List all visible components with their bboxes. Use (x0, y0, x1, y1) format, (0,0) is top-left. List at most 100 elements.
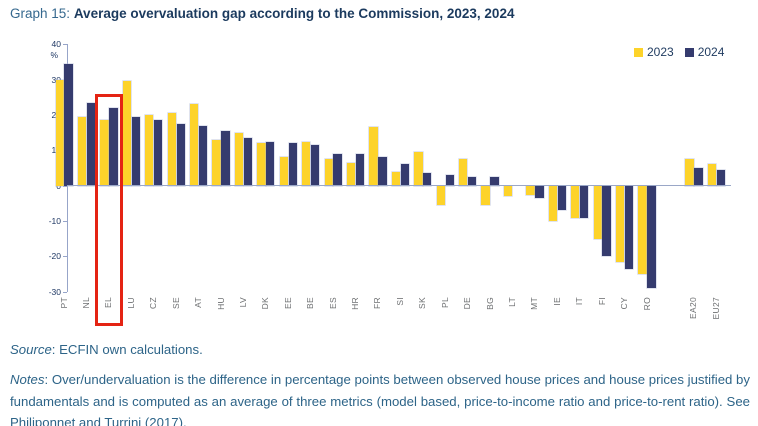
legend-item-2023: 2023 (634, 45, 674, 59)
bar-EA20-2024 (694, 168, 703, 186)
bar-IT-2024 (580, 185, 589, 218)
x-label-DK: DK (260, 297, 271, 310)
notes-line: Notes: Over/undervaluation is the differ… (10, 369, 750, 426)
bar-BG-2024 (490, 176, 499, 186)
x-label-RO: RO (641, 297, 652, 311)
bar-IT-2023 (571, 185, 580, 218)
x-label-LT: LT (507, 297, 517, 307)
source-text: : ECFIN own calculations. (51, 342, 203, 357)
bar-FR-2024 (378, 157, 387, 186)
chart-title: Graph 15: Average overvaluation gap acco… (10, 6, 514, 21)
bar-DK-2023 (257, 143, 266, 186)
x-label-LV: LV (237, 297, 248, 308)
bar-SI-2023 (391, 171, 401, 186)
source-label: Source (10, 342, 52, 357)
bar-AT-2023 (190, 104, 199, 186)
bar-BG-2023 (481, 185, 490, 206)
y-tick-label-40: 40 (51, 39, 61, 50)
x-label-DE: DE (462, 297, 473, 310)
bar-SK-2023 (414, 152, 423, 186)
bar-PT-2024 (64, 63, 73, 186)
y-tickmark--20 (62, 256, 67, 258)
bar-PT-2023 (55, 79, 64, 186)
bar-SI-2024 (400, 164, 409, 186)
bar-IE-2023 (548, 185, 558, 222)
bar-AT-2024 (198, 125, 208, 186)
bar-PL-2024 (445, 175, 454, 186)
bar-HR-2023 (346, 162, 356, 186)
bar-NL-2024 (86, 102, 96, 186)
legend-label-2023: 2023 (647, 45, 674, 59)
bar-SE-2023 (167, 113, 176, 186)
x-label-PL: PL (439, 297, 450, 308)
chart-title-prefix: Graph 15: (10, 6, 71, 21)
y-tickmark-40 (62, 44, 67, 46)
x-label-IE: IE (551, 297, 562, 306)
x-label-HU: HU (215, 297, 226, 310)
legend-swatch-2024 (684, 47, 694, 57)
bar-EE-2023 (279, 157, 288, 186)
bar-EE-2024 (288, 143, 297, 186)
bar-NL-2023 (77, 116, 87, 186)
bar-EL-2023 (100, 120, 109, 186)
bar-LV-2023 (234, 132, 244, 186)
x-label-HR: HR (350, 297, 361, 310)
bar-ES-2024 (333, 153, 342, 186)
bar-FI-2023 (593, 185, 602, 239)
bar-DE-2024 (467, 176, 477, 186)
bar-LU-2024 (131, 116, 140, 186)
x-label-IT: IT (574, 297, 585, 306)
bar-EU27-2024 (716, 169, 725, 186)
y-tickmark--10 (62, 221, 67, 223)
x-label-EA20: EA20 (688, 297, 699, 319)
y-axis-unit-label: % (50, 50, 58, 60)
bar-LT-2023 (503, 185, 513, 197)
bar-LV-2024 (243, 137, 253, 186)
legend-swatch-2023 (634, 47, 643, 57)
chart-title-text: Average overvaluation gap according to t… (73, 6, 515, 21)
x-label-SK: SK (417, 297, 428, 309)
bar-ES-2023 (324, 159, 333, 186)
bar-DK-2024 (266, 141, 275, 186)
bar-CZ-2024 (154, 120, 163, 186)
x-label-MT: MT (529, 297, 540, 310)
bar-EU27-2023 (707, 164, 717, 186)
bar-EA20-2023 (685, 159, 694, 186)
x-label-EU27: EU27 (710, 297, 721, 320)
source-line: Source: ECFIN own calculations. (10, 342, 203, 357)
x-label-ES: ES (327, 297, 338, 309)
legend-label-2024: 2024 (697, 45, 725, 59)
x-label-CY: CY (619, 297, 630, 310)
x-label-EE: EE (282, 297, 293, 309)
bar-CY-2023 (616, 185, 625, 262)
y-tick-label-0: 0 (56, 180, 61, 191)
bar-PL-2023 (436, 185, 445, 206)
bar-CZ-2023 (145, 115, 154, 186)
bar-RO-2024 (647, 185, 656, 289)
bar-FR-2023 (369, 127, 378, 186)
x-label-FI: FI (596, 297, 607, 306)
bar-IE-2024 (557, 185, 566, 211)
highlight-box-EL (94, 93, 124, 326)
x-label-BE: BE (305, 297, 316, 309)
notes-text: : Over/undervaluation is the difference … (10, 372, 750, 426)
bar-DE-2023 (459, 159, 468, 186)
legend-item-2024: 2024 (684, 45, 725, 59)
x-label-FR: FR (372, 297, 383, 309)
x-axis-zero-line (66, 185, 731, 187)
bar-HU-2024 (221, 130, 230, 186)
y-tickmark--30 (62, 291, 67, 293)
y-tick-label--20: -20 (48, 251, 61, 262)
bar-BE-2023 (302, 141, 311, 186)
bar-SE-2024 (176, 123, 185, 186)
bar-RO-2023 (638, 185, 647, 275)
y-tickmark-0 (62, 185, 67, 187)
bar-MT-2023 (526, 185, 535, 195)
bar-SK-2024 (423, 173, 432, 186)
bar-BE-2024 (311, 145, 320, 186)
bar-CY-2024 (624, 185, 634, 269)
notes-label: Notes (10, 372, 45, 387)
bar-FI-2024 (602, 185, 611, 257)
